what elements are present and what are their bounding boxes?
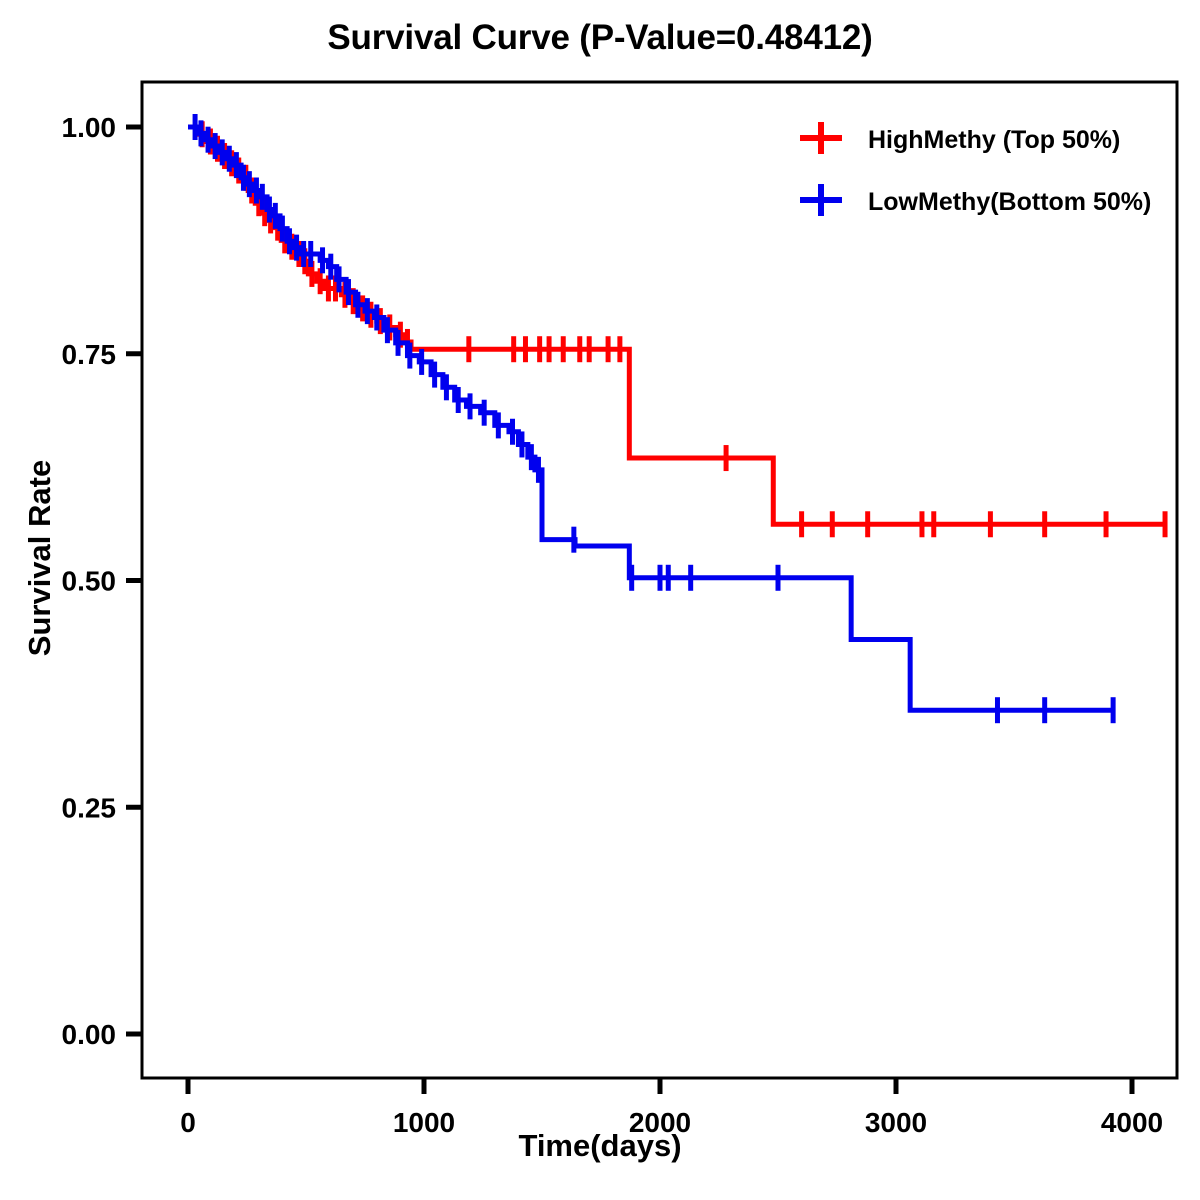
legend-item[interactable]: HighMethy (Top 50%)	[800, 122, 1120, 154]
survival-series	[188, 114, 1116, 724]
y-tick-label: 0.75	[62, 339, 117, 370]
survival-step-line	[188, 124, 1166, 527]
y-tick-label: 0.50	[62, 566, 117, 597]
x-axis-label: Time(days)	[518, 1128, 682, 1163]
x-tick-label: 0	[180, 1107, 196, 1138]
survival-series	[188, 121, 1168, 538]
x-tick-label: 2000	[629, 1107, 691, 1138]
x-tick-label: 3000	[865, 1107, 927, 1138]
x-tick-label: 4000	[1101, 1107, 1163, 1138]
chart-legend: HighMethy (Top 50%) LowMethy(Bottom 50%)	[800, 122, 1151, 216]
y-axis-ticks: 0.00 0.25 0.50 0.75 1.00	[62, 112, 142, 1050]
page-title: Survival Curve (P-Value=0.48412)	[327, 18, 873, 57]
legend-label: LowMethy(Bottom 50%)	[868, 188, 1151, 216]
legend-item[interactable]: LowMethy(Bottom 50%)	[800, 184, 1151, 216]
x-axis-ticks: 0 1000 2000 3000 4000	[180, 1078, 1163, 1138]
series-layer	[188, 114, 1168, 724]
x-tick-label: 1000	[393, 1107, 455, 1138]
y-tick-label: 1.00	[62, 112, 117, 143]
y-tick-label: 0.00	[62, 1019, 117, 1050]
legend-label: HighMethy (Top 50%)	[868, 126, 1120, 154]
y-tick-label: 0.25	[62, 792, 117, 823]
